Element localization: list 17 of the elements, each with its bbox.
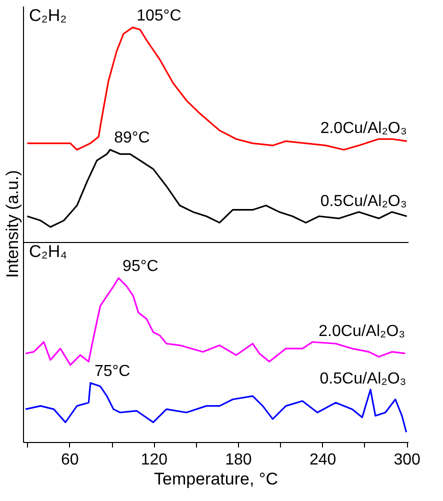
series-label: 0.5Cu/Al₂O₃ [320,370,406,388]
annotation: 105°C [136,7,182,24]
x-tick-label: 300 [394,452,421,468]
x-axis-title: Temperature, °C [154,470,278,488]
x-tick-label: 60 [60,452,79,468]
annotation: 95°C [122,258,158,276]
annotation: 75°C [94,362,130,380]
x-tick-label: 240 [309,452,336,468]
annotation: 89°C [114,130,150,147]
y-axis-title: Intensity (a.u.) [3,170,22,278]
series-label: 0.5Cu/Al₂O₃ [320,192,407,210]
x-tick-label: 120 [140,452,168,468]
x-tick-label: 180 [225,452,252,468]
chart-title: C₂H₄ [29,242,68,261]
series-label: 2.0Cu/Al₂O₃ [320,120,407,138]
series-label: 2.0Cu/Al₂O₃ [318,323,406,340]
chart-title: C₂H₂ [29,6,67,25]
